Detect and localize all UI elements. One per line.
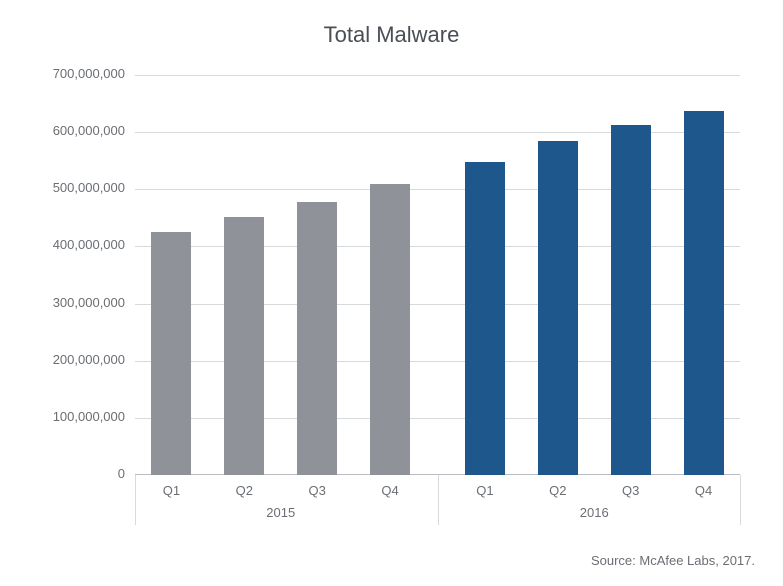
plot-area bbox=[135, 75, 740, 475]
x-tick-label: Q1 bbox=[135, 483, 208, 498]
x-group-label: 2016 bbox=[449, 505, 741, 520]
x-separator bbox=[740, 475, 741, 525]
bar bbox=[297, 202, 337, 475]
x-separator bbox=[438, 475, 439, 525]
x-tick-label: Q3 bbox=[281, 483, 354, 498]
x-separator bbox=[135, 475, 136, 525]
y-tick-label: 700,000,000 bbox=[0, 66, 125, 81]
y-tick-label: 0 bbox=[0, 466, 125, 481]
malware-chart: Total Malware 0 100,000,000 200,000,000 300… bbox=[0, 0, 783, 586]
y-tick-label: 400,000,000 bbox=[0, 237, 125, 252]
chart-title: Total Malware bbox=[0, 22, 783, 48]
x-group-label: 2015 bbox=[135, 505, 427, 520]
x-tick-label: Q4 bbox=[354, 483, 427, 498]
y-tick-label: 200,000,000 bbox=[0, 352, 125, 367]
grid-line bbox=[135, 75, 740, 76]
y-tick-label: 100,000,000 bbox=[0, 409, 125, 424]
x-tick-label: Q3 bbox=[594, 483, 667, 498]
bar bbox=[538, 141, 578, 475]
x-tick-label: Q2 bbox=[208, 483, 281, 498]
bar bbox=[465, 162, 505, 475]
bar bbox=[611, 125, 651, 475]
bar bbox=[684, 111, 724, 475]
y-tick-label: 500,000,000 bbox=[0, 180, 125, 195]
bar bbox=[151, 232, 191, 475]
x-tick-label: Q4 bbox=[667, 483, 740, 498]
y-tick-label: 600,000,000 bbox=[0, 123, 125, 138]
bar bbox=[224, 217, 264, 475]
bar bbox=[370, 184, 410, 475]
source-text: Source: McAfee Labs, 2017. bbox=[591, 553, 755, 568]
y-tick-label: 300,000,000 bbox=[0, 295, 125, 310]
x-tick-label: Q2 bbox=[521, 483, 594, 498]
x-tick-label: Q1 bbox=[449, 483, 522, 498]
